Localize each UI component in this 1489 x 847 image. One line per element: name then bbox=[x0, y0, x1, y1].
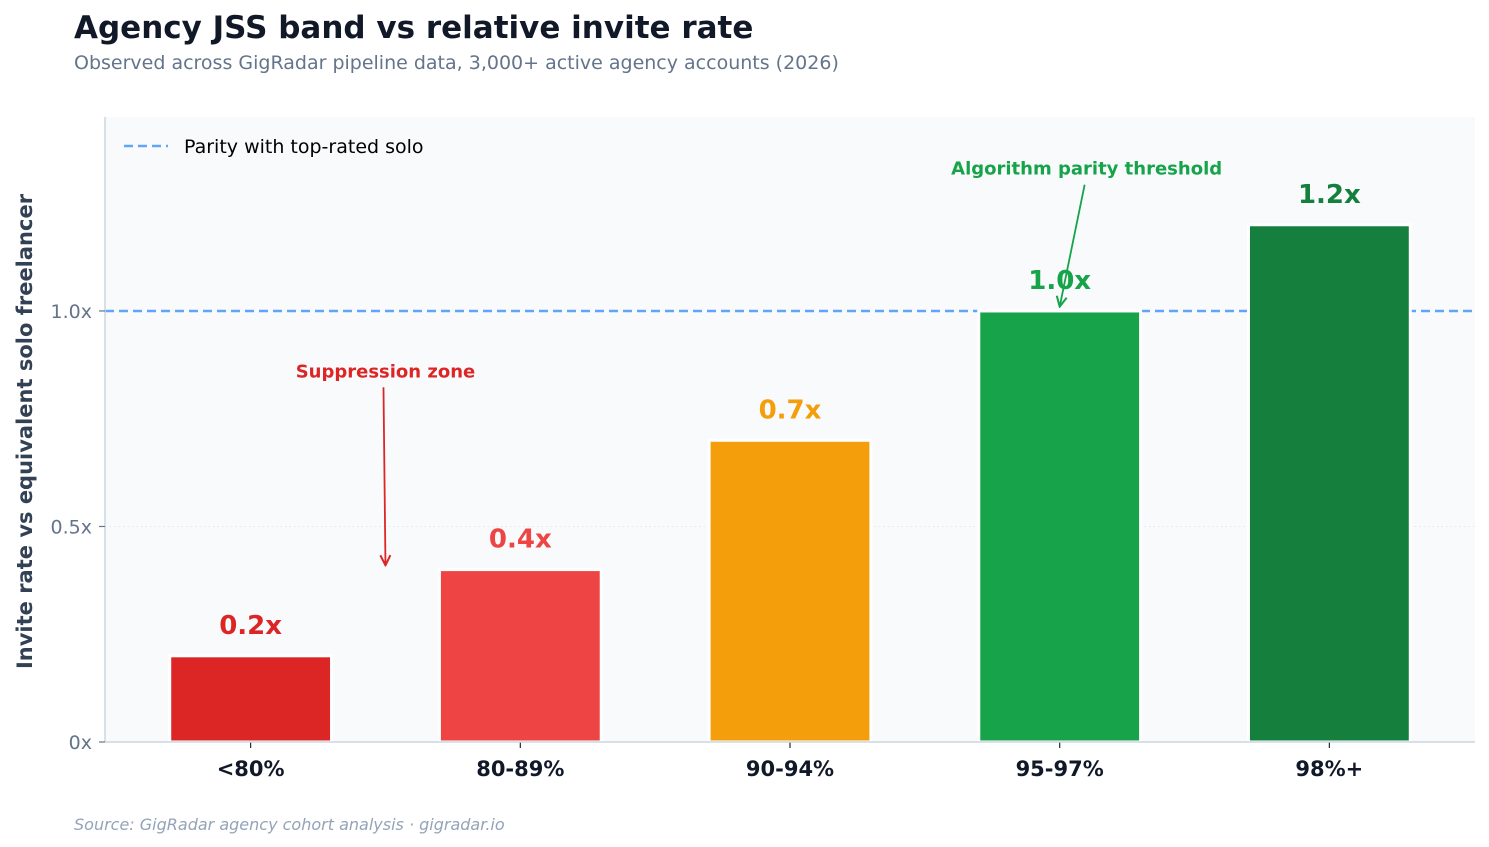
x-tick-label: 95-97% bbox=[1016, 757, 1104, 781]
y-tick-label: 0x bbox=[69, 732, 92, 754]
x-tick-label: 80-89% bbox=[476, 757, 564, 781]
x-tick-label: <80% bbox=[217, 757, 285, 781]
bar-0 bbox=[168, 654, 334, 744]
annotation-label: Algorithm parity threshold bbox=[951, 159, 1222, 180]
bar-4 bbox=[1246, 223, 1412, 744]
bar-1 bbox=[437, 568, 603, 744]
y-tick-label: 1.0x bbox=[51, 301, 92, 323]
annotation-arrow bbox=[1060, 184, 1086, 307]
data-label: 0.7x bbox=[759, 395, 822, 425]
y-axis-label: Invite rate vs equivalent solo freelance… bbox=[13, 193, 37, 669]
chart-subtitle: Observed across GigRadar pipeline data, … bbox=[74, 52, 839, 74]
x-tick-label: 98%+ bbox=[1295, 757, 1363, 781]
bar-2 bbox=[707, 438, 873, 744]
annotation-arrow bbox=[383, 387, 385, 565]
annotation-label: Suppression zone bbox=[296, 361, 476, 382]
chart-title: Agency JSS band vs relative invite rate bbox=[74, 10, 754, 46]
data-label: 0.4x bbox=[489, 525, 552, 555]
data-label: 1.0x bbox=[1028, 266, 1091, 296]
data-label: 1.2x bbox=[1298, 180, 1361, 210]
source-note: Source: GigRadar agency cohort analysis … bbox=[74, 815, 505, 834]
bar-3 bbox=[977, 309, 1143, 744]
data-label: 0.2x bbox=[219, 611, 282, 641]
x-tick-label: 90-94% bbox=[746, 757, 834, 781]
y-tick-label: 0.5x bbox=[51, 516, 92, 538]
legend-entry: Parity with top-rated solo bbox=[184, 136, 424, 158]
